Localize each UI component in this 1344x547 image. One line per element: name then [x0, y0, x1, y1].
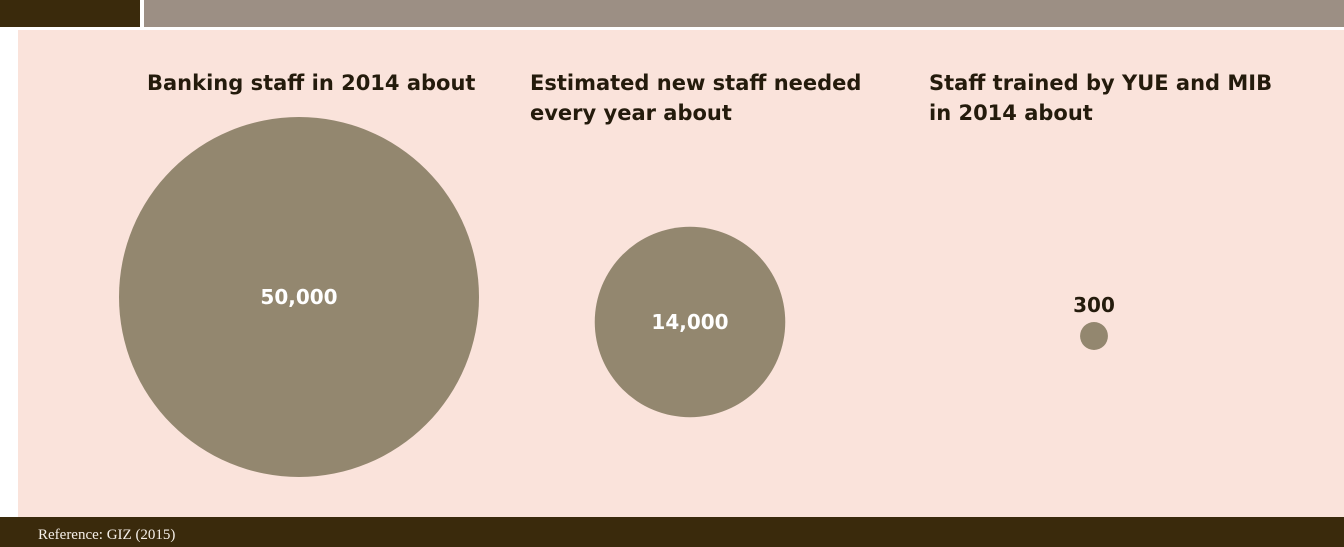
bubble-0 — [119, 117, 479, 477]
header-bar — [0, 0, 1344, 27]
bubble-value-label-1: 14,000 — [651, 310, 728, 334]
reference-text: Reference: GIZ (2015) — [38, 527, 176, 543]
bubble-2 — [1080, 322, 1108, 350]
item-label-new-staff: Estimated new staff needed every year ab… — [530, 71, 862, 125]
footer-bar: Reference: GIZ (2015) — [0, 517, 1344, 547]
bubble-1 — [594, 226, 786, 418]
item-label-banking-staff: Banking staff in 2014 about — [147, 71, 476, 95]
figure-number-tab — [0, 0, 140, 27]
bubble-value-label-2: 300 — [1073, 293, 1115, 317]
header-divider — [140, 0, 144, 27]
item-label-trained-staff: Staff trained by YUE and MIB in 2014 abo… — [929, 71, 1273, 125]
bubble-value-label-0: 50,000 — [260, 285, 337, 309]
